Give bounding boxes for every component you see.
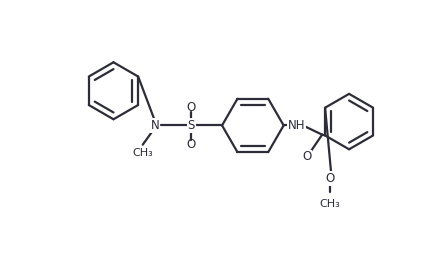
Text: CH₃: CH₃ [132,148,153,158]
Text: CH₃: CH₃ [320,199,340,209]
Text: O: O [187,138,196,151]
Text: O: O [302,151,312,164]
Text: O: O [325,172,334,185]
Text: N: N [151,119,159,132]
Text: S: S [187,119,195,132]
Text: NH: NH [288,119,306,132]
Text: O: O [187,101,196,114]
